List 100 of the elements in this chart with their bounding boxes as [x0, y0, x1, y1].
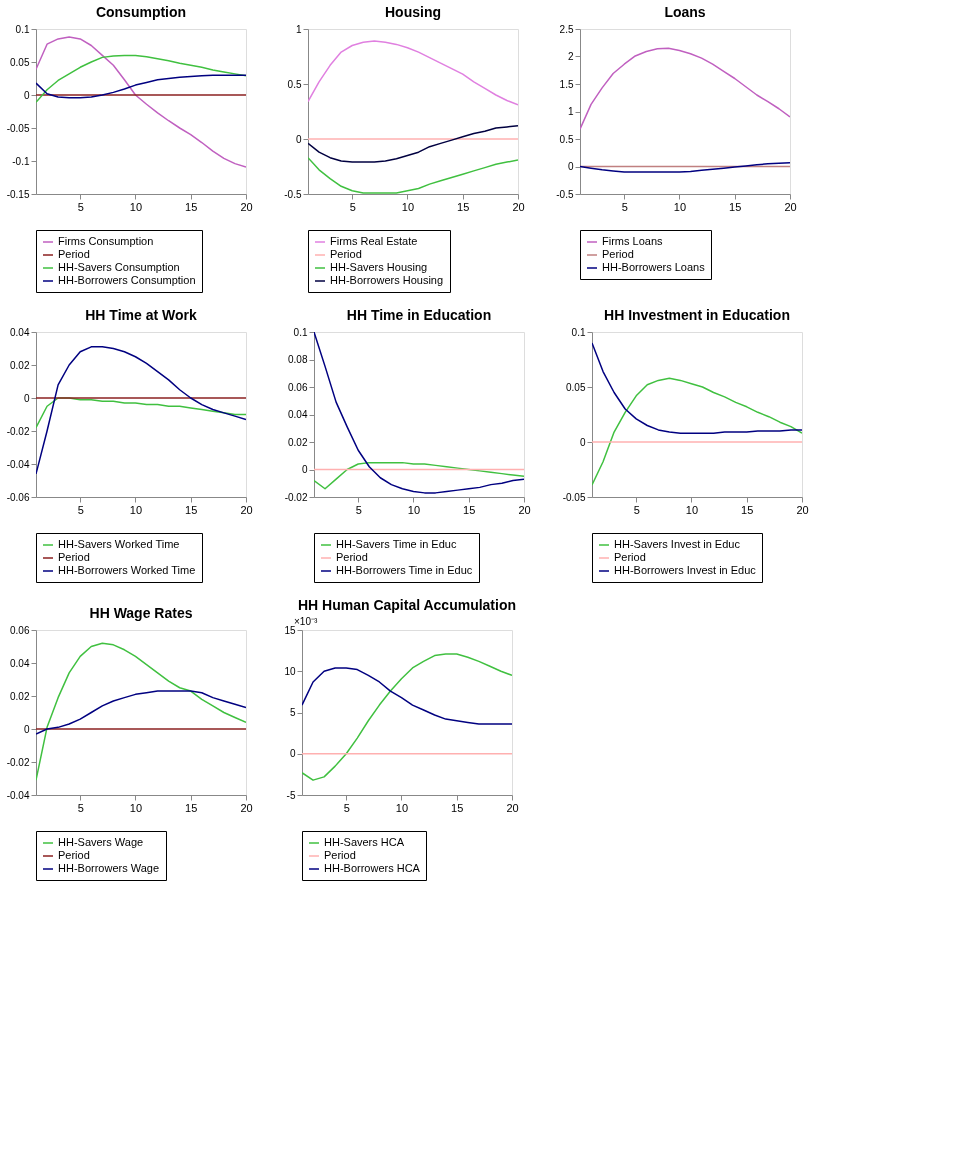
x-tick-label: 5: [343, 801, 350, 814]
x-tick-label: 20: [240, 801, 253, 814]
legend-label: HH-Borrowers Invest in Educ: [614, 564, 757, 576]
y-tick-label: -0.05: [562, 491, 586, 503]
line-series: [36, 397, 246, 429]
y-tick-label: 0.1: [293, 326, 308, 338]
line-series: [308, 40, 518, 106]
y-tick-label: -0.04: [6, 789, 30, 801]
y-tick-label: 1: [295, 23, 302, 35]
chart-title: HH Wage Rates: [89, 605, 193, 621]
legend-label: HH-Savers Time in Educ: [336, 538, 457, 550]
y-tick-label: 0.02: [10, 690, 30, 702]
y-tick-label: -0.04: [6, 458, 30, 470]
x-tick-label: 5: [355, 503, 362, 516]
x-tick-label: 10: [673, 200, 687, 213]
line-series: [36, 690, 246, 735]
line-series: [592, 377, 802, 486]
line-series: [302, 653, 512, 781]
legend-label: HH-Savers Housing: [330, 261, 428, 273]
x-tick-label: 5: [77, 801, 84, 814]
legend-label: Period: [58, 551, 90, 563]
line-series: [36, 54, 246, 104]
y-tick-label: 0.5: [287, 78, 302, 90]
legend-label: HH-Savers Consumption: [58, 261, 180, 273]
text: ×10⁻³: [294, 616, 318, 627]
legend-label: HH-Borrowers Wage: [58, 862, 160, 874]
legend-label: HH-Savers HCA: [324, 836, 405, 848]
x-tick-label: 5: [633, 503, 640, 516]
legend-label: HH-Borrowers Time in Educ: [336, 564, 473, 576]
x-tick-label: 5: [349, 200, 356, 213]
x-tick-label: 15: [741, 503, 754, 516]
y-tick-label: 0.04: [288, 409, 308, 420]
y-tick-label: 0.04: [10, 657, 30, 669]
legend-label: Period: [614, 551, 646, 563]
legend-label: Period: [58, 248, 90, 260]
y-tick-label: 0: [567, 161, 574, 172]
x-tick-label: 15: [729, 200, 742, 213]
line-series: [592, 342, 802, 434]
legend-label: HH-Borrowers HCA: [324, 862, 421, 874]
y-tick-label: 0: [289, 748, 296, 760]
y-tick-label: -0.06: [6, 491, 30, 503]
y-tick-label: 0: [23, 89, 30, 101]
x-tick-label: 10: [401, 200, 415, 213]
y-tick-label: -0.05: [6, 122, 30, 134]
y-tick-label: 0.5: [559, 133, 574, 145]
line-series: [36, 74, 246, 99]
x-tick-label: 10: [685, 503, 699, 516]
legend-label: Period: [324, 849, 356, 861]
y-tick-label: 2.5: [559, 23, 574, 35]
legend-label: Period: [58, 849, 90, 861]
legend-label: Period: [330, 248, 362, 260]
x-tick-label: 20: [506, 801, 519, 814]
chart-title: Housing: [385, 4, 441, 20]
line-series: [580, 161, 790, 173]
y-tick-label: 0.06: [288, 381, 308, 393]
y-tick-label: -0.02: [6, 425, 30, 437]
x-tick-label: 20: [784, 200, 797, 213]
legend-label: Period: [336, 551, 368, 563]
x-tick-label: 10: [407, 503, 421, 516]
line-series: [314, 461, 524, 490]
y-tick-label: 1: [567, 106, 574, 117]
x-tick-label: 15: [185, 200, 198, 213]
legend-label: Firms Loans: [602, 235, 664, 247]
line-series: [36, 346, 246, 475]
legend-label: HH-Borrowers Consumption: [58, 274, 196, 286]
x-tick-label: 5: [77, 200, 84, 213]
legend-label: HH-Borrowers Worked Time: [58, 564, 196, 576]
line-series: [314, 332, 524, 494]
x-tick-label: 5: [621, 200, 628, 213]
x-tick-label: 20: [240, 200, 253, 213]
y-tick-label: 0.08: [288, 354, 308, 365]
y-tick-label: 0: [23, 723, 30, 735]
x-tick-label: 20: [240, 503, 253, 516]
legend-label: HH-Savers Wage: [58, 836, 144, 848]
y-tick-label: 0.04: [10, 326, 30, 338]
x-tick-label: 15: [185, 801, 198, 814]
y-tick-label: -0.15: [6, 188, 30, 200]
y-tick-label: 0: [295, 133, 302, 145]
y-tick-label: 15: [284, 624, 296, 636]
x-tick-label: 20: [512, 200, 525, 213]
x-tick-label: 10: [129, 200, 143, 213]
y-tick-label: 0.05: [566, 381, 586, 393]
y-tick-label: 5: [289, 707, 296, 718]
line-series: [36, 642, 246, 781]
line-series: [302, 667, 512, 725]
y-tick-label: 2: [567, 51, 574, 62]
x-tick-label: 20: [518, 503, 531, 516]
legend-label: HH-Borrowers Housing: [330, 274, 444, 286]
chart-title: HH Time at Work: [85, 307, 197, 323]
y-tick-label: 0.02: [10, 359, 30, 371]
y-tick-label: 1.5: [559, 78, 574, 90]
y-tick-label: -0.5: [284, 188, 302, 200]
x-tick-label: 15: [463, 503, 476, 516]
legend-label: Firms Consumption: [58, 235, 154, 247]
x-tick-label: 20: [796, 503, 809, 516]
legend-label: HH-Savers Worked Time: [58, 538, 180, 550]
y-tick-label: -0.5: [556, 188, 574, 200]
legend-label: Period: [602, 248, 634, 260]
legend-label: HH-Borrowers Loans: [602, 261, 706, 273]
y-tick-label: -0.02: [6, 756, 30, 768]
